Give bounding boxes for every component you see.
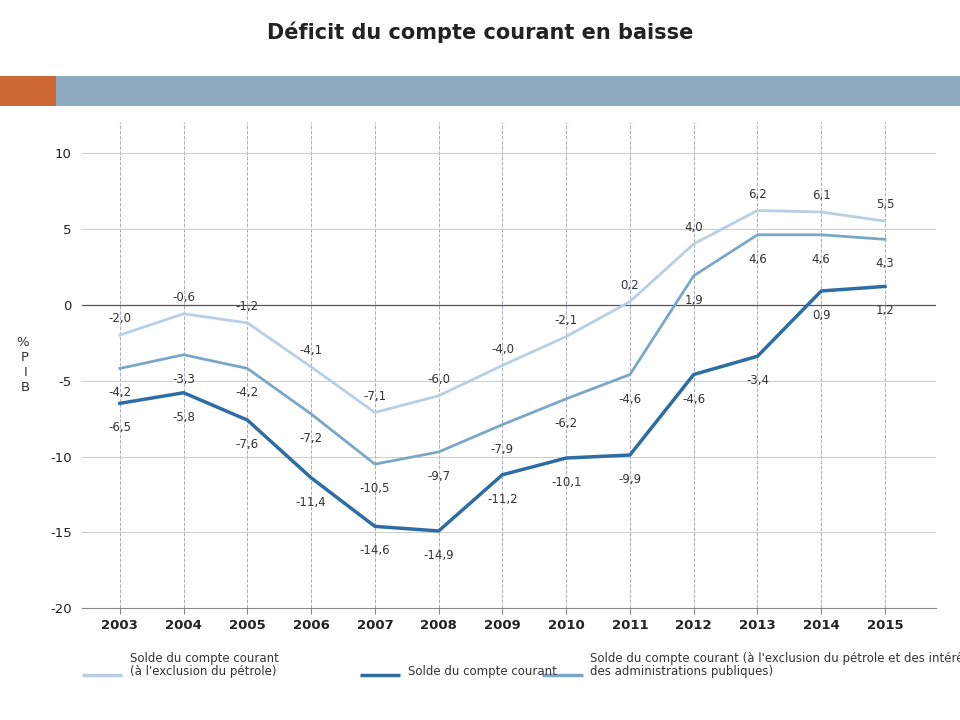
Text: -4,6: -4,6 <box>618 392 641 405</box>
Text: -4,0: -4,0 <box>491 343 514 356</box>
Y-axis label: % 
P
I
B: % P I B <box>16 336 34 395</box>
Text: -7,6: -7,6 <box>236 438 259 451</box>
Text: -10,5: -10,5 <box>360 482 390 495</box>
Text: 0,2: 0,2 <box>620 279 639 292</box>
Text: 1,2: 1,2 <box>876 305 895 318</box>
Bar <box>0 76 56 106</box>
Text: -3,3: -3,3 <box>172 373 195 386</box>
Text: -9,9: -9,9 <box>618 473 641 486</box>
Text: 6,2: 6,2 <box>748 188 767 201</box>
Text: -6,0: -6,0 <box>427 373 450 386</box>
Text: -9,7: -9,7 <box>427 470 450 483</box>
Text: -5,8: -5,8 <box>172 411 195 424</box>
Text: -2,0: -2,0 <box>108 312 132 325</box>
Text: -6,2: -6,2 <box>555 417 578 430</box>
Text: -4,6: -4,6 <box>683 392 706 405</box>
Text: 1,9: 1,9 <box>684 294 703 307</box>
Text: Solde du compte courant (à l'exclusion du pétrole et des intérêts nets: Solde du compte courant (à l'exclusion d… <box>590 652 960 665</box>
Text: -1,2: -1,2 <box>236 300 259 313</box>
Text: 4,6: 4,6 <box>748 253 767 266</box>
Text: -11,2: -11,2 <box>487 492 517 506</box>
Text: Déficit du compte courant en baisse: Déficit du compte courant en baisse <box>267 22 693 43</box>
Text: -14,9: -14,9 <box>423 549 454 562</box>
Text: Solde du compte courant: Solde du compte courant <box>408 665 557 678</box>
Text: 0,9: 0,9 <box>812 309 830 322</box>
Text: -0,6: -0,6 <box>172 291 195 304</box>
Text: 4,0: 4,0 <box>684 221 703 234</box>
Text: 5,5: 5,5 <box>876 199 895 212</box>
Text: -2,1: -2,1 <box>555 314 578 327</box>
Text: 4,3: 4,3 <box>876 257 895 271</box>
Text: -11,4: -11,4 <box>296 496 326 509</box>
Text: -7,9: -7,9 <box>491 443 514 456</box>
Text: -3,4: -3,4 <box>746 374 769 387</box>
Text: Solde du compte courant: Solde du compte courant <box>130 652 278 665</box>
Text: 4,6: 4,6 <box>812 253 830 266</box>
Text: 6,1: 6,1 <box>812 189 830 202</box>
Text: (à l'exclusion du pétrole): (à l'exclusion du pétrole) <box>130 665 276 678</box>
Text: des administrations publiques): des administrations publiques) <box>590 665 774 678</box>
Text: -4,1: -4,1 <box>300 344 323 357</box>
Text: -10,1: -10,1 <box>551 476 582 489</box>
Text: -4,2: -4,2 <box>236 387 259 400</box>
Text: -6,5: -6,5 <box>108 421 132 434</box>
Text: -4,2: -4,2 <box>108 387 132 400</box>
Text: -14,6: -14,6 <box>360 544 390 557</box>
Text: -7,1: -7,1 <box>363 390 387 402</box>
Text: -7,2: -7,2 <box>300 432 323 445</box>
